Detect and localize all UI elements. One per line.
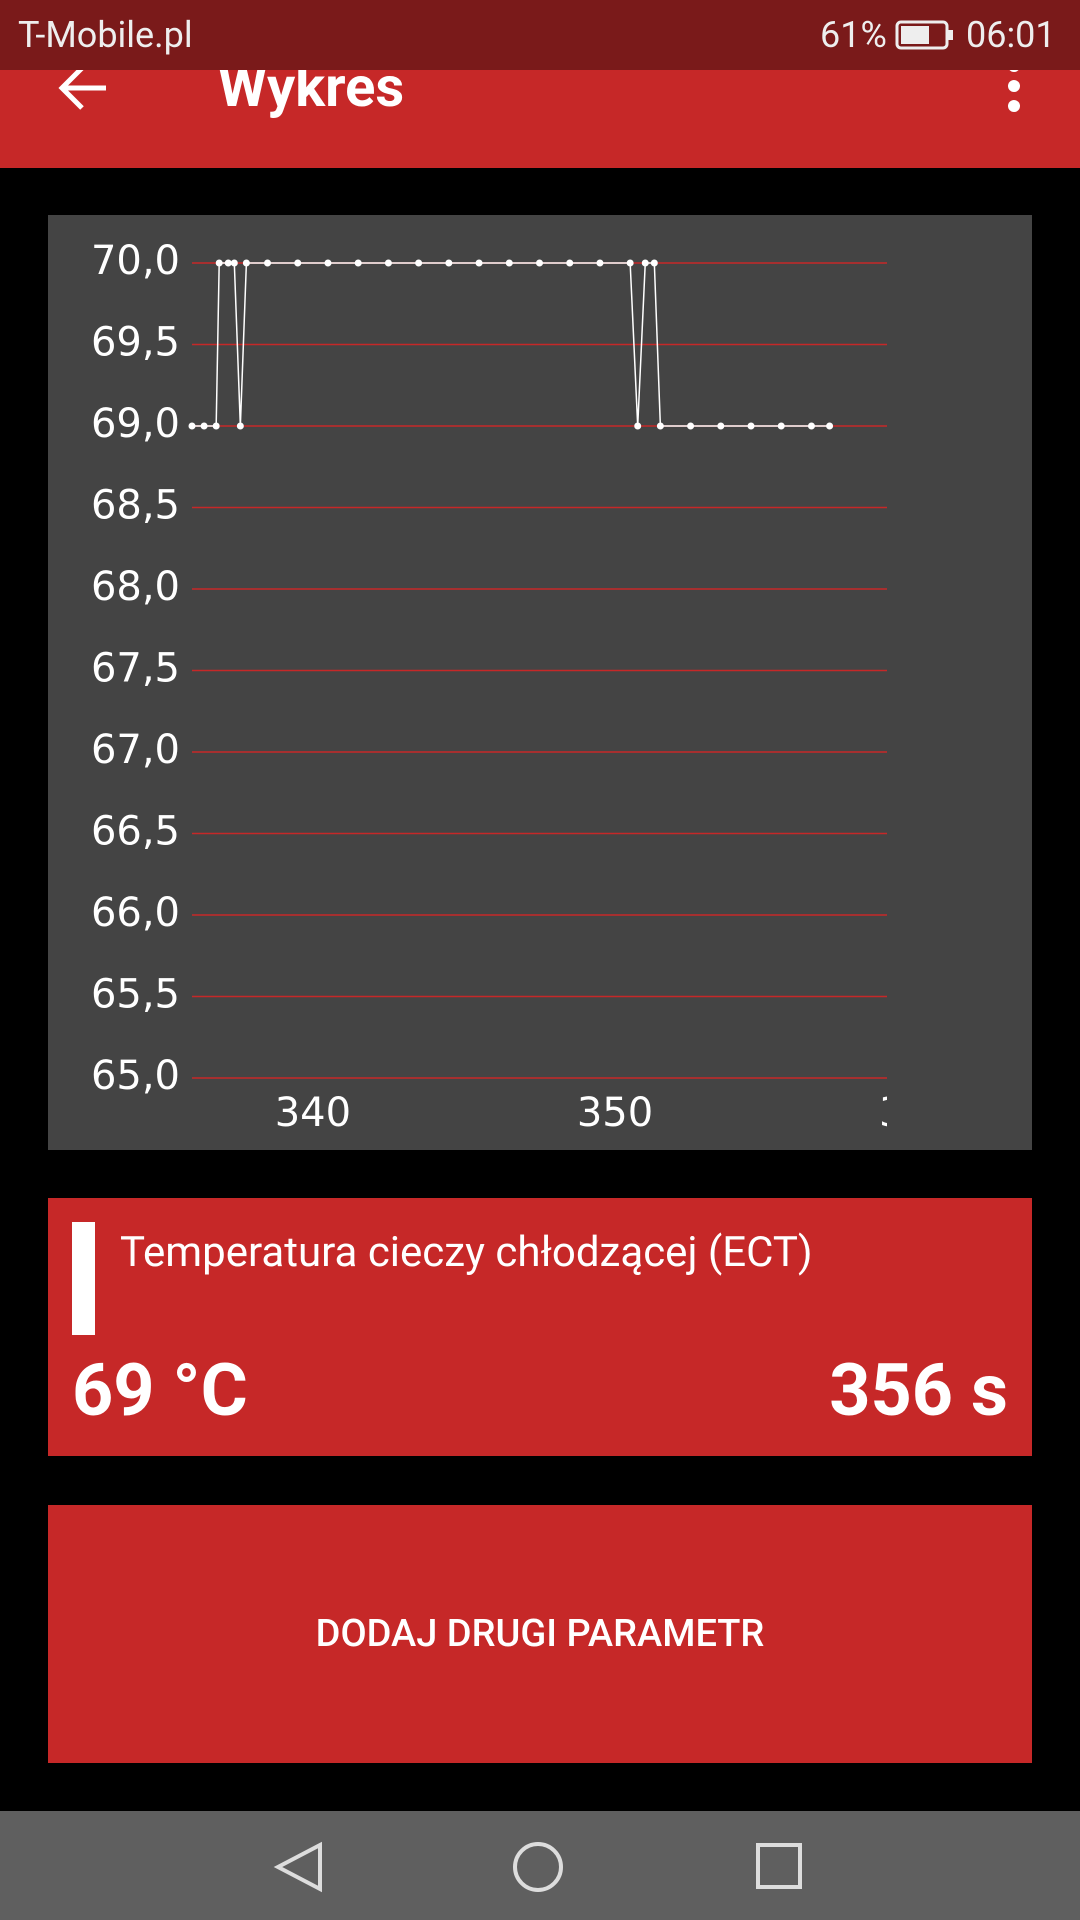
- data-point: [215, 259, 223, 267]
- data-point: [717, 422, 725, 430]
- data-point: [634, 422, 642, 430]
- data-point: [324, 259, 332, 267]
- parameter-card[interactable]: Temperatura cieczy chłodzącej (ECT) 69 °…: [48, 1198, 1032, 1456]
- data-point: [354, 259, 362, 267]
- battery-icon: [895, 20, 953, 50]
- chart: 65,0 65,5 66,0 66,5 67,0 67,5 68,0 68,5 69,0 69,5…: [48, 215, 1032, 1150]
- y-tick-label: 69,0: [91, 401, 180, 447]
- x-tick-label: 350: [577, 1090, 653, 1136]
- data-point: [596, 259, 604, 267]
- battery-level: 61%: [820, 14, 887, 56]
- button-label: DODAJ DRUGI PARAMETR: [315, 1612, 765, 1656]
- data-point: [650, 259, 658, 267]
- data-point: [747, 422, 755, 430]
- data-point: [626, 259, 634, 267]
- data-point: [236, 422, 244, 430]
- color-indicator: [72, 1222, 95, 1335]
- y-tick-label: 70,0: [91, 238, 180, 284]
- carrier: T-Mobile.pl: [18, 14, 193, 56]
- y-tick-label: 66,5: [91, 809, 180, 855]
- data-point: [687, 422, 695, 430]
- y-tick-label: 69,5: [91, 320, 180, 366]
- x-tick-label: 340: [275, 1090, 351, 1136]
- data-point: [777, 422, 785, 430]
- plot: [188, 259, 834, 430]
- status-bar: T-Mobile.pl 61% 06:01: [0, 0, 1080, 70]
- data-point: [200, 422, 208, 430]
- data-point: [641, 259, 649, 267]
- nav-recents[interactable]: [754, 1841, 806, 1893]
- data-point: [415, 259, 423, 267]
- data-point: [656, 422, 664, 430]
- data-point: [230, 259, 238, 267]
- data-point: [294, 259, 302, 267]
- y-tick-label: 66,0: [91, 890, 180, 936]
- y-tick-label: 65,5: [91, 972, 180, 1018]
- chart-background: [48, 215, 1032, 1150]
- nav-back[interactable]: [270, 1841, 330, 1893]
- data-point: [188, 422, 196, 430]
- data-point: [826, 422, 834, 430]
- back-button[interactable]: [56, 60, 112, 116]
- x-axis: 340 350 360: [275, 1090, 955, 1136]
- data-point: [505, 259, 513, 267]
- parameter-value: 69 °C: [72, 1348, 248, 1433]
- y-tick-label: 67,0: [91, 727, 180, 773]
- clock: 06:01: [966, 14, 1056, 56]
- y-tick-label: 68,5: [91, 483, 180, 529]
- add-parameter-button[interactable]: DODAJ DRUGI PARAMETR: [48, 1505, 1032, 1763]
- data-point: [566, 259, 574, 267]
- x-tick-label: 360: [879, 1090, 955, 1136]
- navigation-bar: [0, 1811, 1080, 1920]
- nav-home[interactable]: [510, 1839, 566, 1895]
- y-tick-label: 65,0: [91, 1053, 180, 1099]
- y-tick-label: 68,0: [91, 564, 180, 610]
- grid: 65,0 65,5 66,0 66,5 67,0 67,5 68,0 68,5 69,0 69,5…: [91, 238, 887, 1099]
- data-point: [384, 259, 392, 267]
- data-point: [536, 259, 543, 267]
- data-point: [242, 259, 250, 267]
- data-point: [475, 259, 483, 267]
- data-point: [264, 259, 272, 267]
- parameter-name: Temperatura cieczy chłodzącej (ECT): [120, 1228, 813, 1277]
- data-point: [445, 259, 453, 267]
- y-tick-label: 67,5: [91, 646, 180, 692]
- data-point: [807, 422, 815, 430]
- parameter-time: 356 s: [829, 1348, 1008, 1433]
- data-point: [212, 422, 220, 430]
- data-point: [224, 259, 232, 267]
